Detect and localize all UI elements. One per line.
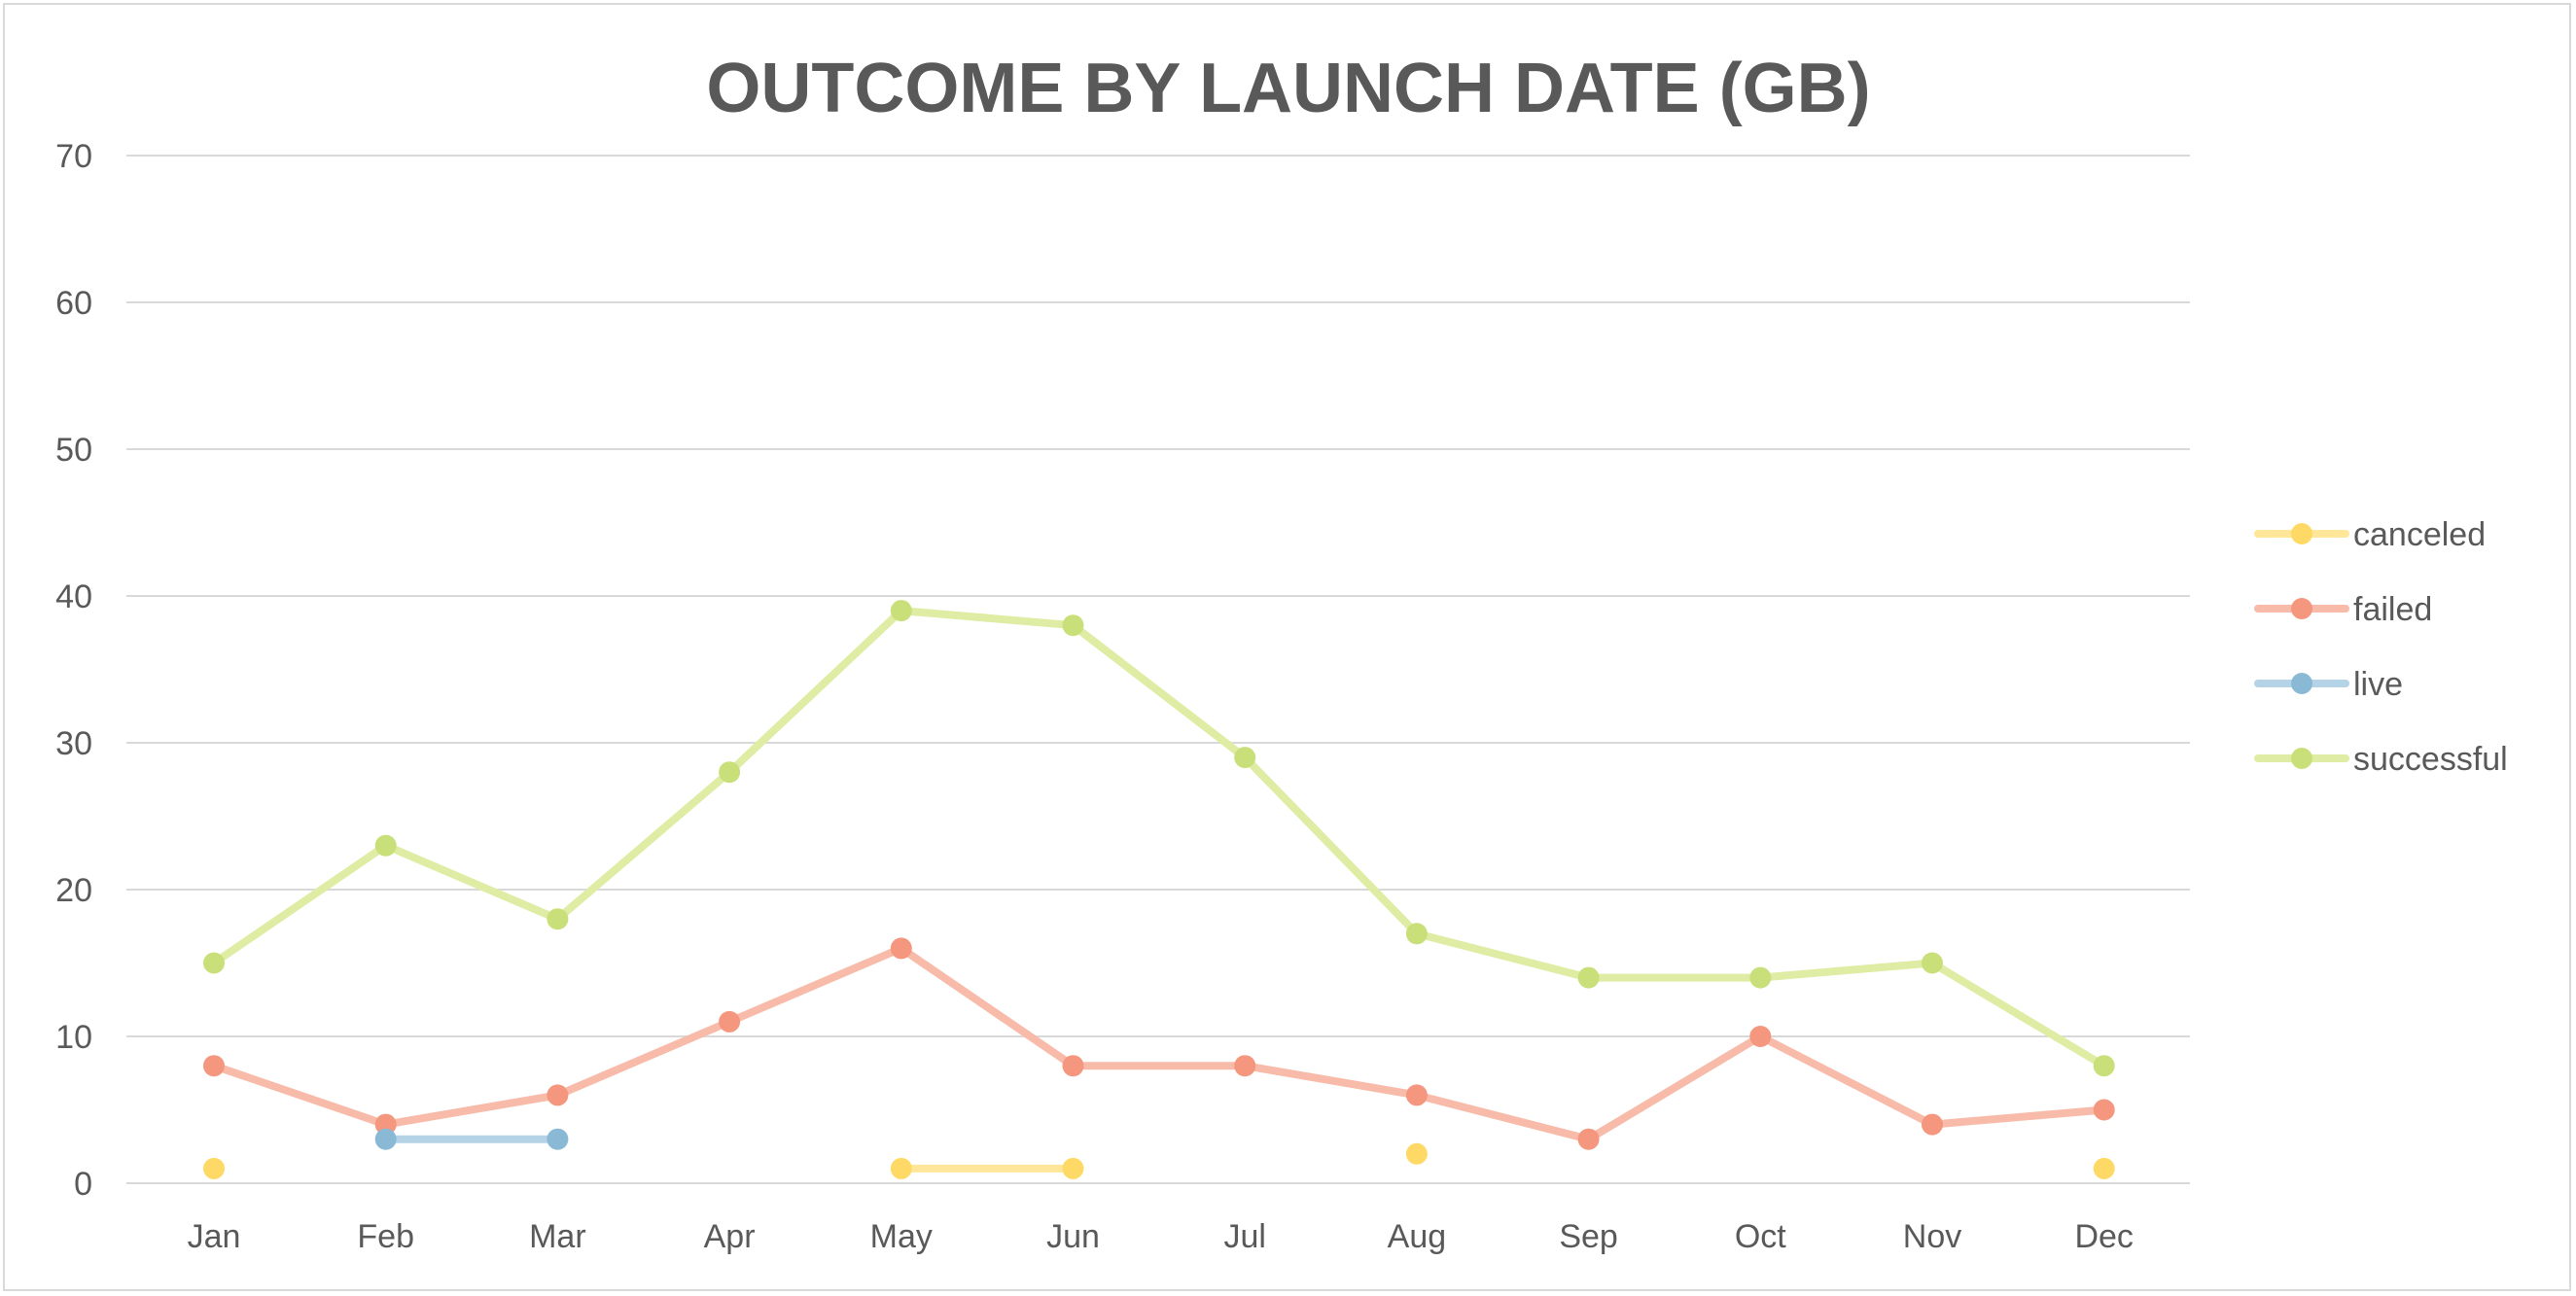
- legend-marker: [2291, 748, 2312, 769]
- data-point-successful: [1749, 966, 1772, 989]
- data-point-canceled: [1062, 1157, 1084, 1179]
- series-line-successful: [210, 607, 2108, 1070]
- data-point-successful: [203, 952, 225, 974]
- data-point-successful: [1577, 966, 1600, 989]
- y-tick-label: 20: [55, 872, 92, 909]
- y-axis-ticks: 0 10 20 30 40 50 60 70: [55, 138, 92, 1203]
- y-tick-label: 60: [55, 285, 92, 322]
- legend-item-live: live: [2254, 666, 2403, 703]
- legend-marker: [2291, 673, 2312, 694]
- x-tick-label: Nov: [1903, 1218, 1961, 1255]
- data-point-failed: [1405, 1084, 1428, 1106]
- x-tick-label: Dec: [2074, 1218, 2133, 1255]
- x-tick-label: Jan: [188, 1218, 241, 1255]
- x-tick-label: Jun: [1046, 1218, 1100, 1255]
- legend-label: failed: [2353, 591, 2432, 628]
- data-point-failed: [547, 1084, 569, 1106]
- data-point-failed: [1577, 1128, 1600, 1150]
- series-line-failed: [210, 944, 2108, 1143]
- legend-item-canceled: canceled: [2254, 516, 2486, 553]
- data-point-live: [547, 1128, 569, 1150]
- y-tick-label: 70: [55, 138, 92, 175]
- data-point-successful: [719, 761, 741, 784]
- y-tick-label: 0: [74, 1166, 92, 1203]
- data-point-failed: [203, 1055, 225, 1077]
- legend-label: live: [2353, 666, 2403, 703]
- data-point-successful: [890, 600, 912, 622]
- x-tick-label: Feb: [357, 1218, 414, 1255]
- data-point-failed: [2093, 1099, 2115, 1121]
- data-point-successful: [547, 908, 569, 930]
- y-tick-label: 30: [55, 725, 92, 762]
- legend-label: successful: [2353, 741, 2508, 778]
- y-tick-label: 10: [55, 1019, 92, 1056]
- x-tick-label: Mar: [529, 1218, 586, 1255]
- x-tick-label: Apr: [704, 1218, 756, 1255]
- y-tick-label: 50: [55, 432, 92, 469]
- data-point-successful: [1405, 923, 1428, 945]
- data-point-successful: [1062, 614, 1084, 637]
- x-tick-label: Sep: [1559, 1218, 1618, 1255]
- data-point-successful: [2093, 1055, 2115, 1077]
- series-failed: [203, 937, 2115, 1150]
- data-point-canceled: [1405, 1142, 1428, 1165]
- x-tick-label: Aug: [1388, 1218, 1447, 1255]
- data-point-canceled: [203, 1157, 225, 1179]
- x-axis-ticks: Jan Feb Mar Apr May Jun Jul Aug Sep Oct Nov Dec: [188, 1218, 2134, 1255]
- series-successful: [203, 600, 2115, 1077]
- data-point-failed: [1234, 1055, 1256, 1077]
- x-tick-label: May: [870, 1218, 933, 1255]
- data-point-failed: [890, 937, 912, 960]
- x-tick-label: Jul: [1223, 1218, 1265, 1255]
- series-lines: [203, 600, 2115, 1179]
- data-point-canceled: [2093, 1157, 2115, 1179]
- y-tick-label: 40: [55, 578, 92, 615]
- data-point-successful: [1922, 952, 1943, 974]
- data-point-successful: [374, 834, 397, 857]
- series-live: [374, 1128, 569, 1150]
- data-point-failed: [1922, 1113, 1943, 1136]
- data-point-live: [374, 1128, 397, 1150]
- x-tick-label: Oct: [1735, 1218, 1786, 1255]
- legend-marker: [2291, 598, 2312, 619]
- data-point-canceled: [890, 1157, 912, 1179]
- series-canceled: [203, 1142, 2115, 1179]
- legend-marker: [2291, 523, 2312, 544]
- legend-item-successful: successful: [2254, 741, 2508, 778]
- gridlines: [126, 155, 2190, 1184]
- data-point-failed: [1062, 1055, 1084, 1077]
- data-point-successful: [1234, 747, 1256, 769]
- legend-label: canceled: [2353, 516, 2486, 553]
- data-point-failed: [374, 1113, 397, 1136]
- chart-title: OUTCOME BY LAUNCH DATE (GB): [706, 50, 1870, 127]
- legend-item-failed: failed: [2254, 591, 2432, 628]
- data-point-failed: [1749, 1026, 1772, 1047]
- data-point-failed: [719, 1010, 741, 1033]
- legend: canceled failed live successful: [2254, 516, 2508, 778]
